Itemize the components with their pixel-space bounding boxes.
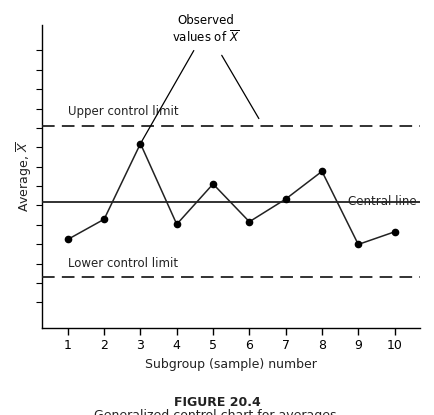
Text: Lower control limit: Lower control limit xyxy=(68,256,178,270)
Text: Generalized control chart for averages.: Generalized control chart for averages. xyxy=(94,409,340,415)
X-axis label: Subgroup (sample) number: Subgroup (sample) number xyxy=(145,358,316,371)
Text: Central line: Central line xyxy=(347,195,415,208)
Y-axis label: Average, $\overline{X}$: Average, $\overline{X}$ xyxy=(15,141,34,212)
Text: FIGURE 20.4: FIGURE 20.4 xyxy=(174,396,260,409)
Text: Upper control limit: Upper control limit xyxy=(68,105,178,118)
Text: Observed
values of $\overline{X}$: Observed values of $\overline{X}$ xyxy=(141,14,239,141)
